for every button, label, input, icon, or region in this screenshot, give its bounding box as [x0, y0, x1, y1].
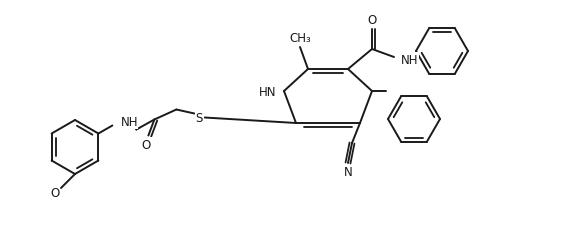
Text: CH₃: CH₃ — [289, 32, 311, 45]
Text: O: O — [51, 187, 60, 200]
Text: N: N — [343, 166, 352, 179]
Text: O: O — [142, 138, 151, 151]
Text: S: S — [196, 112, 203, 125]
Text: O: O — [368, 14, 377, 27]
Text: HN: HN — [259, 85, 276, 98]
Text: NH: NH — [120, 116, 138, 128]
Text: NH: NH — [401, 53, 419, 66]
